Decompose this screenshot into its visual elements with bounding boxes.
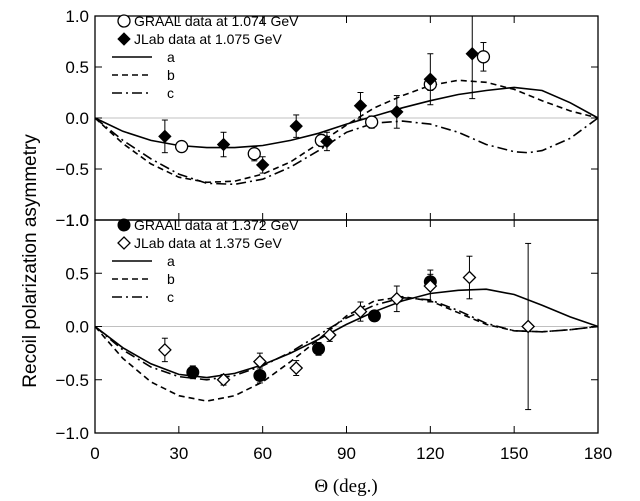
y-tick-label: 0.5 (65, 58, 89, 77)
data-point (462, 270, 477, 285)
data-point (158, 129, 172, 144)
x-tick-label: 60 (253, 444, 272, 463)
data-point (252, 354, 267, 369)
data-point (117, 236, 131, 250)
data-point (521, 319, 536, 334)
legend-label: c (167, 85, 174, 101)
curve-b (94, 295, 599, 402)
y-tick-label: 0.0 (65, 318, 89, 337)
data-point (117, 218, 131, 232)
data-point (117, 14, 131, 28)
data-point (174, 139, 189, 154)
legend-label: GRAAL data at 1.074 GeV (134, 13, 299, 29)
legend-label: GRAAL data at 1.372 GeV (134, 217, 299, 233)
data-point (216, 137, 231, 152)
legend-label: a (167, 49, 175, 65)
data-point (255, 158, 270, 172)
y-tick-label: 0.0 (65, 109, 89, 128)
data-point (322, 328, 337, 342)
legend-label: JLab data at 1.375 GeV (134, 235, 283, 251)
data-point (423, 279, 438, 293)
y-tick-label: −1.0 (55, 211, 89, 230)
data-point (312, 342, 326, 356)
data-point (367, 309, 381, 323)
x-tick-label: 150 (500, 444, 528, 463)
y-tick-label: 0.5 (65, 264, 89, 283)
data-point (476, 50, 491, 64)
data-point (186, 365, 200, 379)
legend-label: a (167, 253, 175, 269)
y-tick-label: 1.0 (65, 7, 89, 26)
data-point (289, 119, 303, 133)
curve-b (94, 79, 599, 184)
x-tick-label: 0 (90, 444, 99, 463)
data-point (157, 343, 172, 357)
data-point (353, 304, 368, 319)
legend-label: b (167, 67, 175, 83)
legend-label: b (167, 271, 175, 287)
curve-c (94, 296, 599, 381)
data-point (389, 291, 404, 306)
x-tick-label: 120 (416, 444, 444, 463)
data-point (216, 372, 231, 387)
x-tick-label: 30 (169, 444, 188, 463)
x-axis-label: Θ (deg.) (314, 476, 377, 497)
y-tick-label: 1.0 (65, 211, 89, 230)
curve-c (94, 117, 599, 186)
x-tick-label: 90 (337, 444, 356, 463)
data-point (253, 368, 267, 382)
y-tick-label: −0.5 (55, 160, 89, 179)
panel-bottom: −1.0 −0.5 0.0 0.5 1.0 GRAAL data at 1.372 GeV… (55, 211, 599, 443)
x-tick-label: 180 (584, 444, 612, 463)
data-point (390, 105, 404, 119)
data-point (465, 47, 479, 61)
y-axis-label: Recoil polarization asymmetry (20, 134, 41, 388)
data-point (353, 99, 368, 113)
panel-top: −1.0 −0.5 0.0 0.5 1.0 GRAAL data at 1.074 GeV… (55, 7, 599, 230)
data-point (320, 134, 334, 149)
legend-label: c (167, 289, 174, 305)
data-point (289, 361, 304, 375)
y-tick-label: −1.0 (55, 424, 89, 443)
curve-a (94, 288, 599, 379)
data-point (423, 72, 438, 86)
y-tick-label: −0.5 (55, 371, 89, 390)
data-point (117, 32, 131, 46)
data-point (247, 147, 261, 161)
data-point (364, 115, 379, 129)
legend-label: JLab data at 1.075 GeV (134, 31, 283, 47)
